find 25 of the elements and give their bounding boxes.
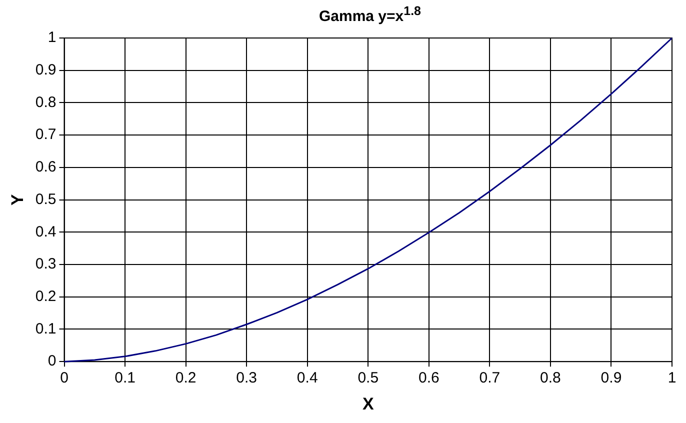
x-tick-label: 0.3 [236,370,258,387]
y-tick-label: 1 [48,29,56,46]
x-tick-label: 0.5 [358,370,379,387]
x-tick-label: 0.6 [418,370,440,387]
y-tick-label: 0.9 [35,62,56,78]
x-tick-label: 0.4 [296,370,318,387]
y-tick-label: 0 [48,352,56,370]
y-tick-label: 0.3 [35,256,56,273]
y-tick-label: 0.2 [35,288,56,306]
x-tick-label: 0.7 [479,370,500,387]
x-axis-title: X [362,394,374,414]
x-tick-label: 0 [60,370,68,387]
y-tick-label: 0.8 [35,94,56,111]
x-tick-label: 0.2 [175,370,196,387]
y-tick-label: 0.1 [35,320,56,338]
x-tick-label: 0.8 [540,370,561,387]
y-tick-label: 0.5 [35,190,56,208]
x-tick-label: 1 [668,370,676,387]
y-tick-label: 0.7 [35,126,56,144]
y-tick-label: 0.4 [35,223,56,240]
x-tick-label: 0.9 [600,370,622,387]
y-tick-label: 0.6 [35,158,56,176]
x-tick-label: 0.1 [114,370,136,387]
chart-title: Gamma y=x$^{1.8}$ [318,4,422,25]
y-axis-title: Y [8,193,27,206]
